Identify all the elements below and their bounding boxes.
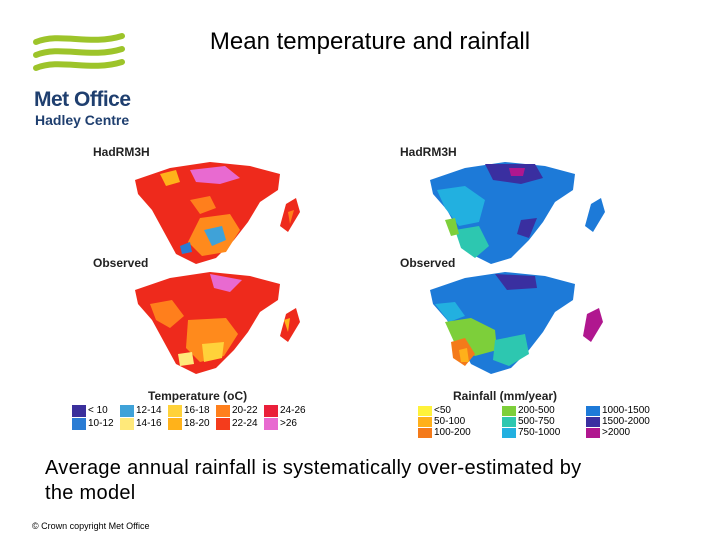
temperature-legend-item: 22-24 bbox=[216, 418, 262, 430]
temperature-legend-label: 10-12 bbox=[88, 418, 114, 429]
logo-name: Met Office bbox=[34, 88, 131, 111]
temperature-legend-label: 24-26 bbox=[280, 405, 306, 416]
temperature-legend-item: 16-18 bbox=[168, 405, 214, 417]
temperature-legend-label: 20-22 bbox=[232, 405, 258, 416]
rainfall-legend-swatch bbox=[502, 417, 516, 427]
rainfall-legend-swatch bbox=[418, 406, 432, 416]
temperature-legend-title: Temperature (oC) bbox=[148, 389, 248, 403]
temperature-legend-label: 18-20 bbox=[184, 418, 210, 429]
logo-wave-icon bbox=[33, 33, 125, 71]
met-office-logo: Met Office Hadley Centre bbox=[30, 30, 131, 130]
map-model-rainfall bbox=[430, 162, 605, 264]
temperature-legend-label: < 10 bbox=[88, 405, 108, 416]
temperature-legend-label: >26 bbox=[280, 418, 297, 429]
map-observed-rainfall bbox=[430, 272, 603, 374]
temperature-legend-swatch bbox=[264, 405, 278, 417]
temperature-legend-item: 10-12 bbox=[72, 418, 118, 430]
temperature-legend-swatch bbox=[72, 405, 86, 417]
copyright-footer: © Crown copyright Met Office bbox=[32, 521, 150, 531]
temperature-legend-item: 18-20 bbox=[168, 418, 214, 430]
rainfall-legend-item: <50 bbox=[418, 406, 500, 416]
map-model-temperature bbox=[135, 162, 300, 264]
rainfall-legend-swatch bbox=[586, 428, 600, 438]
rainfall-legend-label: 750-1000 bbox=[518, 427, 561, 438]
temperature-legend-swatch bbox=[120, 405, 134, 417]
rainfall-legend-item: >2000 bbox=[586, 428, 668, 438]
rainfall-legend-label: 200-500 bbox=[518, 405, 555, 416]
map-observed-temperature bbox=[135, 272, 300, 374]
temperature-legend-item: 12-14 bbox=[120, 405, 166, 417]
rainfall-legend-swatch bbox=[586, 417, 600, 427]
rainfall-legend-label: 500-750 bbox=[518, 416, 555, 427]
rainfall-legend: <50 50-100 100-200 200-500 500-750 750-1000 10… bbox=[418, 406, 668, 438]
temperature-legend-item: < 10 bbox=[72, 405, 118, 417]
rainfall-legend-label: <50 bbox=[434, 405, 451, 416]
temperature-legend: < 10 10-12 12-14 14-16 16-18 18-20 20-22 22-24 2… bbox=[72, 405, 310, 430]
rainfall-legend-label: 100-200 bbox=[434, 427, 471, 438]
caption: Average annual rainfall is systematicall… bbox=[45, 457, 582, 504]
temperature-legend-item: 24-26 bbox=[264, 405, 310, 417]
rainfall-legend-label: 50-100 bbox=[434, 416, 466, 427]
map-label-model-rainfall: HadRM3H bbox=[400, 145, 457, 159]
map-label-observed-rainfall: Observed bbox=[400, 256, 456, 270]
temperature-legend-label: 14-16 bbox=[136, 418, 162, 429]
temperature-legend-label: 12-14 bbox=[136, 405, 162, 416]
rainfall-legend-item: 750-1000 bbox=[502, 428, 584, 438]
rainfall-legend-label: >2000 bbox=[602, 427, 631, 438]
temperature-legend-swatch bbox=[168, 405, 182, 417]
rainfall-legend-swatch bbox=[502, 406, 516, 416]
temperature-legend-label: 16-18 bbox=[184, 405, 210, 416]
temperature-legend-swatch bbox=[72, 418, 86, 430]
temperature-legend-item: 20-22 bbox=[216, 405, 262, 417]
temperature-legend-item: 14-16 bbox=[120, 418, 166, 430]
rainfall-legend-label: 1500-2000 bbox=[602, 416, 650, 427]
rainfall-legend-swatch bbox=[586, 406, 600, 416]
rainfall-legend-swatch bbox=[418, 428, 432, 438]
rainfall-legend-item: 500-750 bbox=[502, 417, 584, 427]
temperature-legend-item: >26 bbox=[264, 418, 310, 430]
rainfall-legend-item: 100-200 bbox=[418, 428, 500, 438]
map-label-observed-temperature: Observed bbox=[93, 256, 149, 270]
rainfall-legend-item: 1000-1500 bbox=[586, 406, 668, 416]
rainfall-legend-item: 200-500 bbox=[502, 406, 584, 416]
temperature-legend-label: 22-24 bbox=[232, 418, 258, 429]
map-label-model-temperature: HadRM3H bbox=[93, 145, 150, 159]
page-title: Mean temperature and rainfall bbox=[209, 28, 531, 55]
rainfall-legend-title: Rainfall (mm/year) bbox=[453, 389, 558, 403]
temperature-legend-swatch bbox=[264, 418, 278, 430]
temperature-legend-swatch bbox=[216, 418, 230, 430]
temperature-legend-swatch bbox=[168, 418, 182, 430]
rainfall-legend-label: 1000-1500 bbox=[602, 405, 650, 416]
rainfall-legend-item: 1500-2000 bbox=[586, 417, 668, 427]
rainfall-legend-swatch bbox=[502, 428, 516, 438]
temperature-legend-swatch bbox=[120, 418, 134, 430]
rainfall-legend-swatch bbox=[418, 417, 432, 427]
rainfall-legend-item: 50-100 bbox=[418, 417, 500, 427]
logo-subtitle: Hadley Centre bbox=[35, 112, 130, 128]
temperature-legend-swatch bbox=[216, 405, 230, 417]
